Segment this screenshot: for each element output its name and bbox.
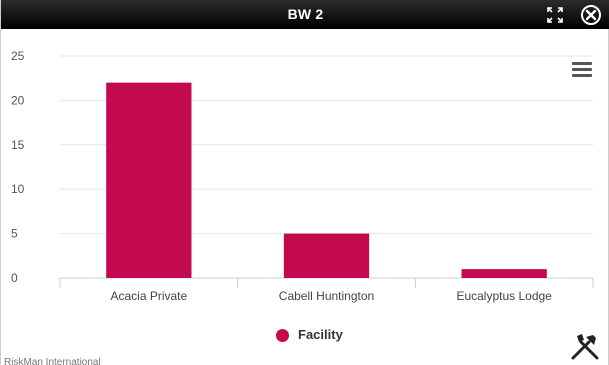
legend-marker	[276, 329, 289, 342]
credits-text: RiskMan International	[4, 357, 101, 365]
bar	[283, 233, 370, 278]
y-tick-label: 20	[11, 93, 25, 107]
y-tick-label: 5	[11, 227, 18, 241]
y-tick-label: 25	[11, 49, 25, 63]
bar	[106, 82, 192, 278]
x-category-label: Cabell Huntington	[279, 289, 374, 303]
y-tick-label: 15	[11, 138, 25, 152]
tools-icon[interactable]	[569, 331, 601, 361]
expand-icon[interactable]	[544, 4, 566, 26]
close-icon[interactable]	[580, 4, 602, 26]
hamburger-menu-icon[interactable]	[572, 62, 592, 78]
widget-titlebar: BW 2	[1, 0, 609, 29]
bar-chart: 0 5 10 15 20 25 Acacia Private Cabell Huntingto…	[11, 49, 594, 303]
y-tick-label: 10	[11, 182, 25, 196]
legend-label: Facility	[298, 327, 343, 342]
x-category-label: Eucalyptus Lodge	[456, 289, 552, 303]
x-category-label: Acacia Private	[110, 289, 187, 303]
widget-title: BW 2	[287, 6, 324, 22]
bar	[461, 269, 547, 278]
y-tick-label: 0	[11, 271, 18, 285]
